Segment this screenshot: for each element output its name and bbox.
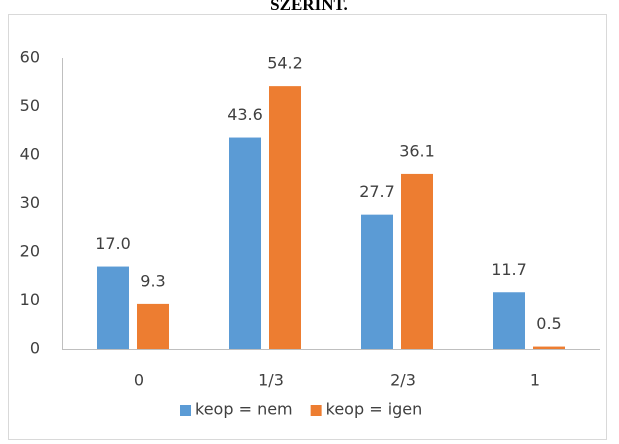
value-label: 11.7 [491, 260, 527, 279]
x-tick-label: 1 [530, 371, 540, 390]
legend-label: keop = nem [195, 400, 293, 419]
y-tick-label: 60 [20, 48, 40, 67]
value-label: 27.7 [359, 182, 395, 201]
y-tick-label: 0 [30, 339, 40, 358]
y-tick-label: 40 [20, 145, 40, 164]
value-label: 43.6 [227, 105, 263, 124]
bar [97, 266, 129, 349]
bar [229, 137, 261, 349]
x-tick-label: 2/3 [390, 371, 416, 390]
y-tick-label: 10 [20, 290, 40, 309]
bar [493, 292, 525, 349]
caption: SZERINT. [270, 0, 348, 14]
legend-swatch [180, 405, 191, 416]
legend-swatch [310, 405, 322, 416]
bar [533, 346, 565, 349]
bar [137, 303, 169, 349]
chart-frame [8, 14, 607, 440]
legend-label: keop = igen [326, 400, 423, 419]
value-label: 0.5 [536, 314, 561, 333]
value-label: 17.0 [95, 234, 131, 253]
x-tick-label: 1/3 [258, 371, 284, 390]
bar [361, 214, 393, 349]
y-tick-label: 20 [20, 242, 40, 261]
bar [269, 86, 301, 349]
value-label: 54.2 [267, 54, 303, 73]
y-tick-label: 50 [20, 96, 40, 115]
bar [401, 173, 433, 349]
value-label: 36.1 [399, 141, 435, 160]
x-tick-label: 0 [134, 371, 144, 390]
value-label: 9.3 [140, 271, 165, 290]
y-tick-label: 30 [20, 193, 40, 212]
